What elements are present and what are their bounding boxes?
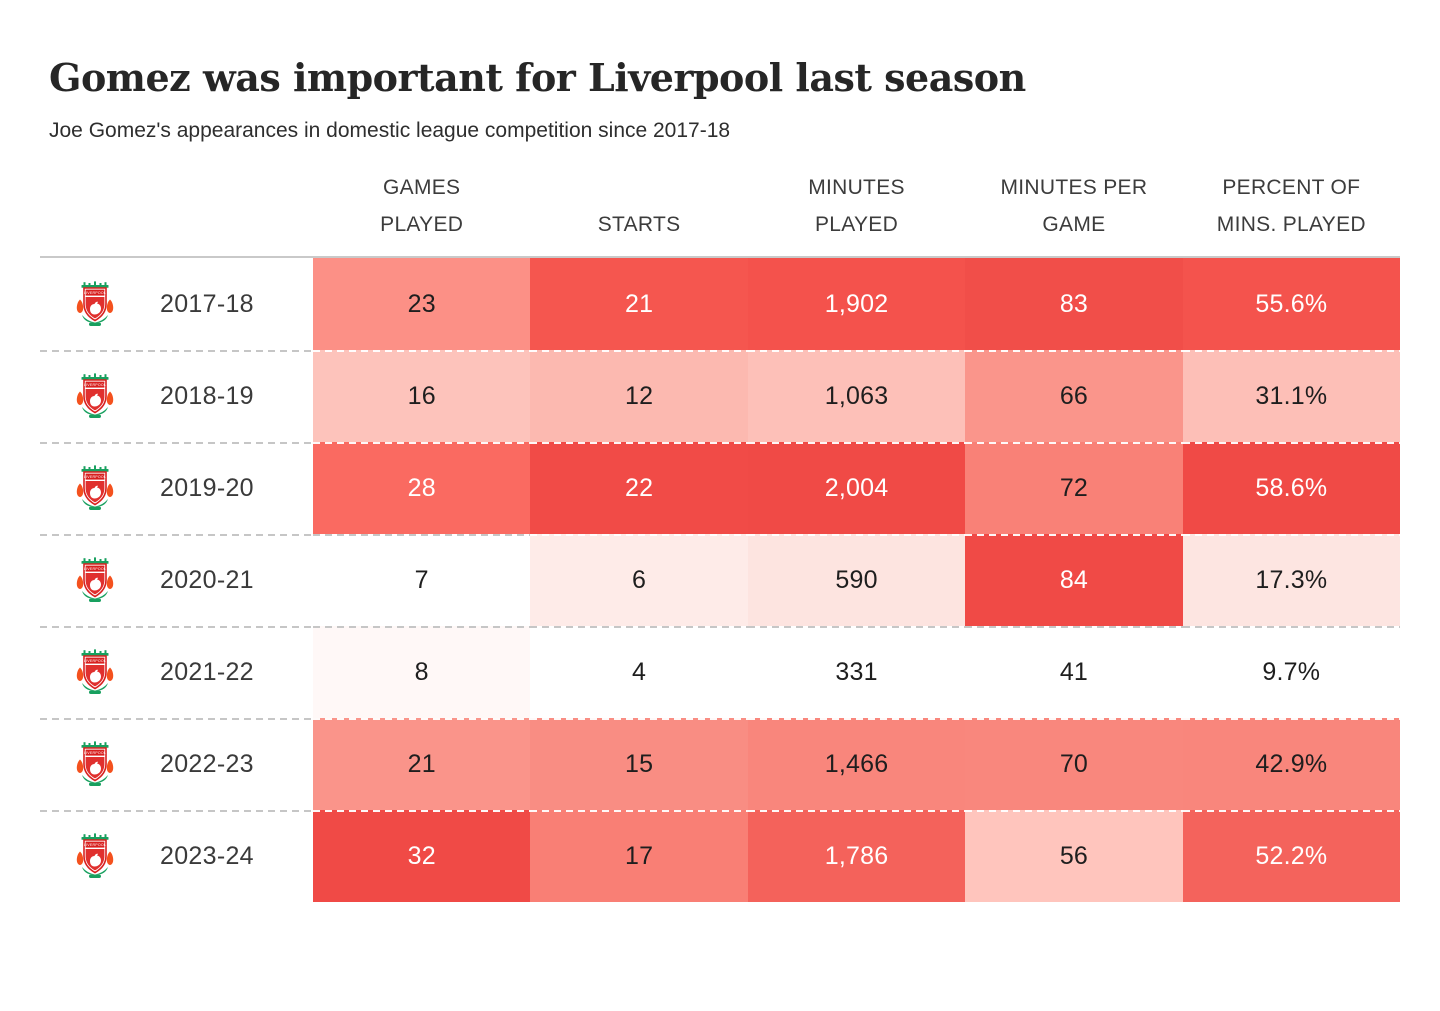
value-cell-minutes-played: 1,063 [747,350,966,442]
page-subtitle: Joe Gomez's appearances in domestic leag… [49,119,731,142]
value-cell-percent-of-mins: 55.6% [1182,258,1401,350]
svg-text:LIVERPOOL: LIVERPOOL [84,751,106,755]
column-header-line: MINUTES PER [1000,176,1148,199]
value-cell-percent-of-mins: 9.7% [1182,626,1401,718]
table-row: LIVERPOOL 2019-20 28 22 2,004 72 58.6% [40,442,1401,534]
value-cell-minutes-played: 331 [747,626,966,718]
value-cell-minutes-played: 1,786 [747,810,966,902]
value-cell-starts: 22 [530,442,748,534]
value-cell-starts: 15 [530,718,748,810]
season-label: 2018-19 [160,381,254,410]
value-cell-percent-of-mins: 31.1% [1182,350,1401,442]
column-headers: GAMES PLAYED STARTS MINUTES PLAYED MINUTES PE… [40,167,1400,258]
liverpool-crest-icon: LIVERPOOL [75,556,115,604]
liverpool-crest-icon: LIVERPOOL [75,280,115,328]
column-header-line: STARTS [597,213,681,236]
value-cell-starts: 6 [530,534,748,626]
row-label: LIVERPOOL 2020-21 [40,534,313,626]
column-header-line: PLAYED [814,213,899,236]
liverpool-crest-icon: LIVERPOOL [75,740,115,788]
value-cell-games-played: 32 [313,810,531,902]
season-label: 2021-22 [160,657,254,686]
column-header-games-played: GAMES PLAYED [313,169,530,243]
value-cell-games-played: 21 [313,718,531,810]
row-label: LIVERPOOL 2021-22 [40,626,313,718]
value-cell-percent-of-mins: 17.3% [1182,534,1401,626]
value-cell-percent-of-mins: 42.9% [1182,718,1401,810]
row-label: LIVERPOOL 2019-20 [40,442,313,534]
value-cell-minutes-played: 1,902 [747,258,966,350]
value-cell-games-played: 8 [313,626,531,718]
value-cell-percent-of-mins: 52.2% [1182,810,1401,902]
table-row: LIVERPOOL 2022-23 21 15 1,466 70 42.9% [40,718,1401,810]
stats-table: GAMES PLAYED STARTS MINUTES PLAYED MINUTES PE… [40,167,1401,902]
liverpool-crest-icon: LIVERPOOL [75,464,115,512]
column-header-minutes-played: MINUTES PLAYED [748,169,965,243]
table-row: LIVERPOOL 2018-19 16 12 1,063 66 31.1% [40,350,1401,442]
column-header-starts: STARTS [530,206,747,243]
table-row: LIVERPOOL 2021-22 8 4 331 41 9.7% [40,626,1401,718]
liverpool-crest-icon: LIVERPOOL [75,648,115,696]
season-label: 2022-23 [160,749,254,778]
svg-text:LIVERPOOL: LIVERPOOL [84,567,106,571]
value-cell-starts: 12 [530,350,748,442]
column-header-line: MINS. PLAYED [1216,213,1366,236]
value-cell-games-played: 28 [313,442,531,534]
row-label: LIVERPOOL 2023-24 [40,810,313,902]
value-cell-starts: 21 [530,258,748,350]
value-cell-minutes-per-game: 70 [965,718,1183,810]
value-cell-games-played: 23 [313,258,531,350]
column-header-minutes-per-game: MINUTES PER GAME [965,169,1182,243]
svg-text:LIVERPOOL: LIVERPOOL [84,659,106,663]
value-cell-minutes-per-game: 72 [965,442,1183,534]
svg-text:LIVERPOOL: LIVERPOOL [84,291,106,295]
value-cell-percent-of-mins: 58.6% [1182,442,1401,534]
column-header-line: GAME [1042,213,1106,236]
svg-text:LIVERPOOL: LIVERPOOL [84,475,106,479]
season-label: 2017-18 [160,289,254,318]
svg-text:LIVERPOOL: LIVERPOOL [84,843,106,847]
value-cell-minutes-per-game: 56 [965,810,1183,902]
column-header-line: PERCENT OF [1222,176,1361,199]
column-header-line: MINUTES [808,176,905,199]
row-label: LIVERPOOL 2022-23 [40,718,313,810]
season-label: 2019-20 [160,473,254,502]
page: Gomez was important for Liverpool last s… [0,55,1440,1011]
column-header-line: PLAYED [380,213,464,236]
column-header-line: GAMES [383,176,461,199]
column-header-percent-of-mins: PERCENT OF MINS. PLAYED [1183,169,1400,243]
table-body: LIVERPOOL 2017-18 23 21 1,902 83 55.6% [40,258,1401,902]
value-cell-minutes-per-game: 66 [965,350,1183,442]
row-label: LIVERPOOL 2017-18 [40,258,313,350]
value-cell-minutes-per-game: 84 [965,534,1183,626]
page-title: Gomez was important for Liverpool last s… [49,55,1026,100]
table-row: LIVERPOOL 2017-18 23 21 1,902 83 55.6% [40,258,1401,350]
value-cell-games-played: 7 [313,534,531,626]
row-label: LIVERPOOL 2018-19 [40,350,313,442]
table-row: LIVERPOOL 2023-24 32 17 1,786 56 52.2% [40,810,1401,902]
value-cell-games-played: 16 [313,350,531,442]
value-cell-minutes-per-game: 41 [965,626,1183,718]
liverpool-crest-icon: LIVERPOOL [75,372,115,420]
value-cell-minutes-played: 590 [747,534,966,626]
liverpool-crest-icon: LIVERPOOL [75,832,115,880]
value-cell-minutes-per-game: 83 [965,258,1183,350]
value-cell-minutes-played: 2,004 [747,442,966,534]
table-row: LIVERPOOL 2020-21 7 6 590 84 17.3% [40,534,1401,626]
season-label: 2023-24 [160,841,254,870]
value-cell-starts: 4 [530,626,748,718]
season-label: 2020-21 [160,565,254,594]
svg-text:LIVERPOOL: LIVERPOOL [84,383,106,387]
value-cell-starts: 17 [530,810,748,902]
value-cell-minutes-played: 1,466 [747,718,966,810]
